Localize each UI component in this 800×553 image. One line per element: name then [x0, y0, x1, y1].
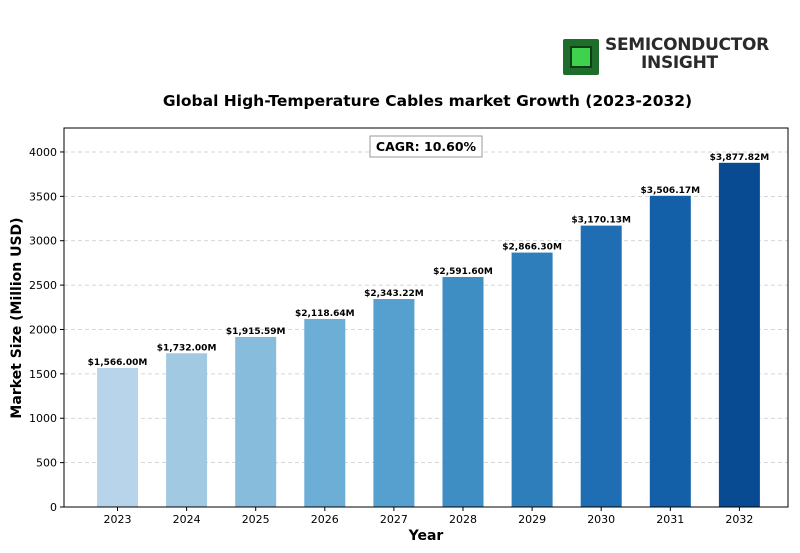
- data-label: $2,591.60M: [433, 267, 493, 277]
- chart-title: Global High-Temperature Cables market Gr…: [162, 92, 693, 110]
- data-label: $3,506.17M: [640, 186, 700, 196]
- x-tick-label: 2028: [449, 513, 477, 526]
- data-label: $3,877.82M: [710, 153, 770, 163]
- x-tick-label: 2031: [656, 513, 684, 526]
- y-tick-label: 3000: [29, 235, 57, 248]
- bars: [97, 162, 760, 508]
- y-tick-label: 0: [50, 501, 57, 514]
- data-label: $3,170.13M: [571, 216, 631, 226]
- x-tick-label: 2023: [104, 513, 132, 526]
- y-tick-label: 2500: [29, 279, 57, 292]
- bar: [511, 252, 553, 507]
- cagr-label: CAGR: 10.60%: [376, 139, 477, 154]
- x-tick-label: 2030: [587, 513, 615, 526]
- bar: [373, 299, 415, 507]
- data-label: $1,732.00M: [157, 343, 217, 353]
- x-tick-label: 2027: [380, 513, 408, 526]
- x-tick-label: 2032: [725, 513, 753, 526]
- x-tick-label: 2024: [173, 513, 201, 526]
- cagr-box: [369, 135, 483, 158]
- logo-text: SEMICONDUCTOR INSIGHT: [605, 36, 769, 72]
- data-labels: $1,566.00M $1,732.00M $1,915.59M $2,118.64M…: [88, 153, 770, 368]
- data-label: $2,118.64M: [295, 309, 355, 319]
- y-tick-label: 1500: [29, 368, 57, 381]
- bar: [580, 225, 622, 508]
- bar: [97, 368, 138, 507]
- x-tick-label: 2025: [242, 513, 270, 526]
- data-label: $2,343.22M: [364, 289, 424, 299]
- logo-line-2: INSIGHT: [641, 53, 718, 73]
- x-axis-label: Year: [408, 528, 444, 544]
- y-tick-label: 500: [36, 457, 57, 470]
- cagr-annotation: CAGR: 10.60%: [369, 135, 483, 158]
- x-tick-label: 2029: [518, 513, 546, 526]
- y-tick-label: 2000: [29, 323, 57, 336]
- data-label: $2,866.30M: [502, 243, 562, 253]
- plot-frame: [63, 127, 789, 508]
- y-tick-label: 4000: [29, 146, 57, 159]
- axes: 0 500 1000 1500 2000 2500 3000 3500 4000 2023 2024…: [29, 127, 789, 526]
- bar: [235, 336, 277, 507]
- bar: [718, 162, 760, 507]
- bar: [304, 318, 346, 507]
- logo-line-1: SEMICONDUCTOR: [605, 35, 769, 55]
- x-tick-label: 2026: [311, 513, 339, 526]
- bar: [166, 353, 208, 507]
- chip-icon: [563, 39, 599, 75]
- semiconductor-insight-logo: SEMICONDUCTOR INSIGHT: [563, 36, 773, 78]
- bar: [649, 195, 691, 507]
- y-tick-label: 3500: [29, 190, 57, 203]
- y-axis-label: Market Size (Million USD): [9, 217, 25, 418]
- data-label: $1,566.00M: [88, 358, 148, 368]
- y-tick-label: 1000: [29, 412, 57, 425]
- bar: [442, 276, 484, 507]
- data-label: $1,915.59M: [226, 327, 286, 337]
